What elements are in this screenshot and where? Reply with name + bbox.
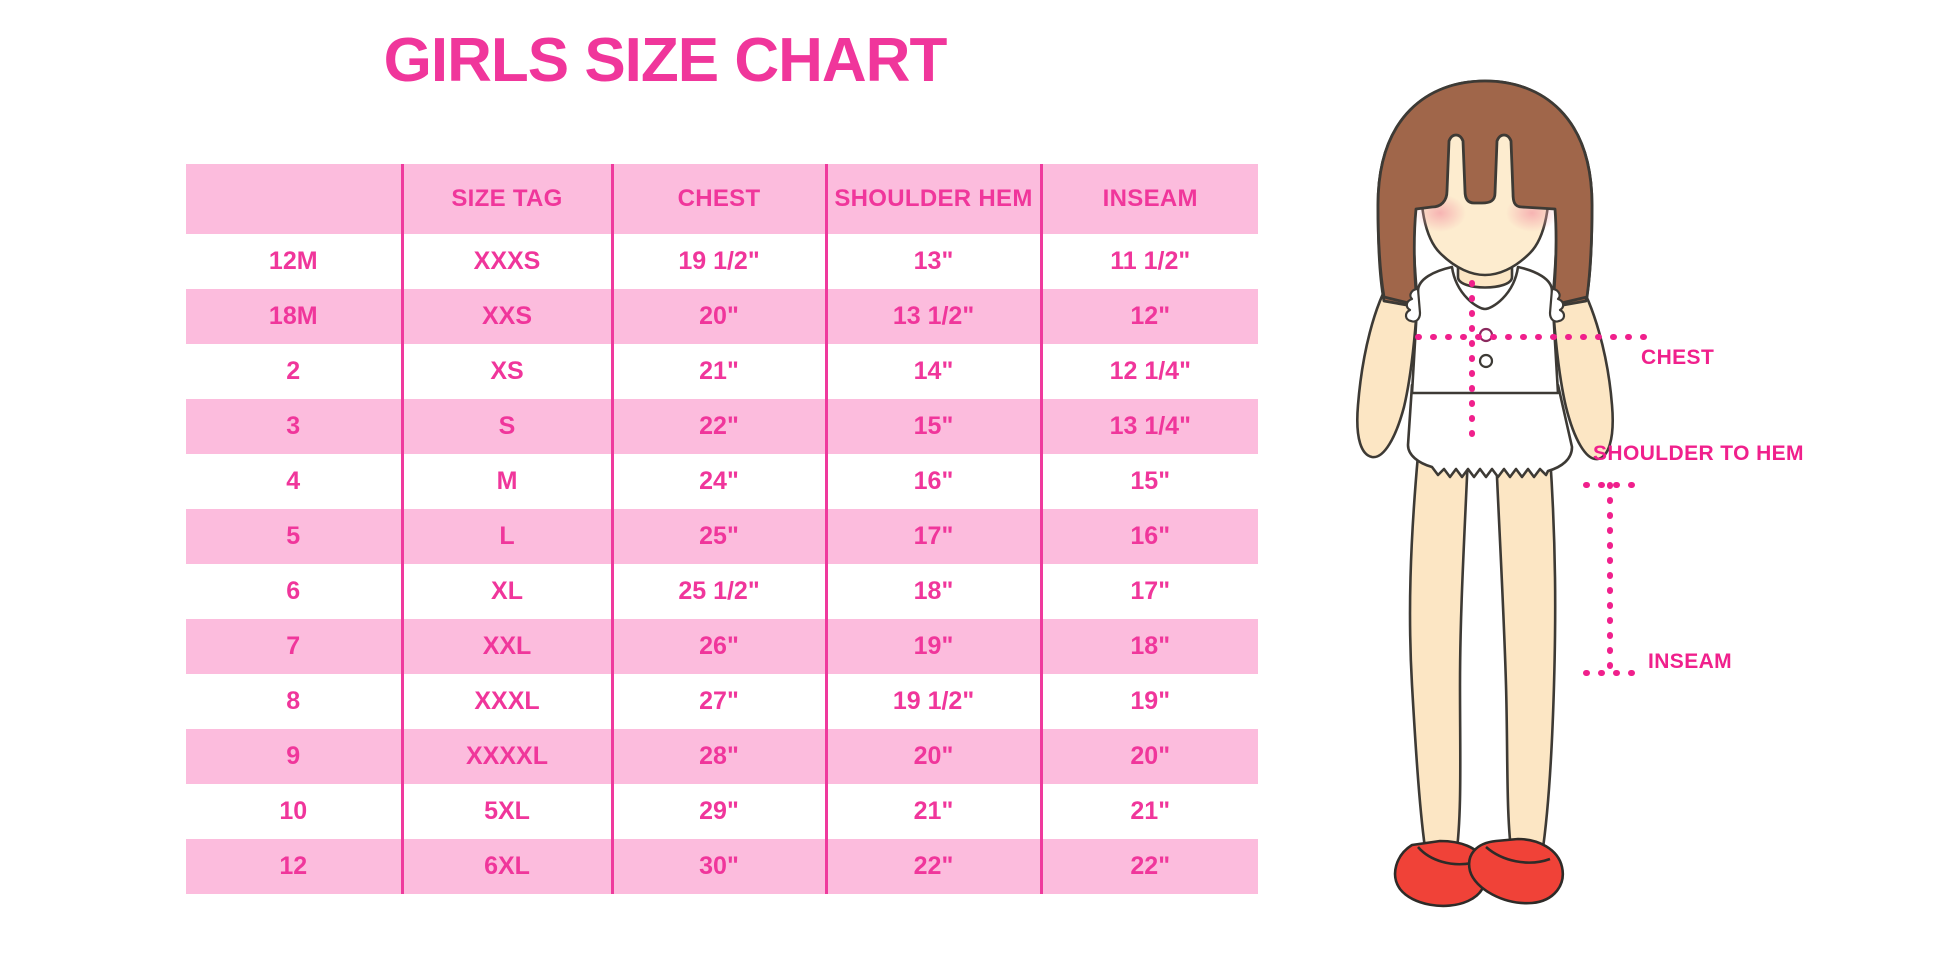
cell-size: 5 <box>186 509 402 564</box>
cell-chest: 19 1/2" <box>610 234 826 289</box>
cell-shoulder-hem: 15" <box>824 399 1041 454</box>
cell-inseam: 11 1/2" <box>1039 234 1258 289</box>
button-lower <box>1478 353 1494 369</box>
cell-shoulder-hem: 22" <box>824 839 1041 894</box>
table-row: 10 5XL 29" 21" 21" <box>186 784 1258 839</box>
cell-chest: 22" <box>610 399 826 454</box>
cell-size-tag: 5XL <box>400 784 612 839</box>
cell-shoulder-hem: 19 1/2" <box>824 674 1041 729</box>
cell-size: 9 <box>186 729 402 784</box>
girl-figure-illustration <box>1356 79 1653 908</box>
table-row: 6 XL 25 1/2" 18" 17" <box>186 564 1258 619</box>
cell-size-tag: L <box>400 509 612 564</box>
cell-inseam: 13 1/4" <box>1039 399 1258 454</box>
cell-chest: 21" <box>610 344 826 399</box>
cell-size-tag: XS <box>400 344 612 399</box>
shoes <box>1393 837 1565 908</box>
cell-inseam: 19" <box>1039 674 1258 729</box>
arms <box>1356 275 1614 461</box>
sleeve-ruffle-left <box>1404 287 1422 323</box>
cell-size-tag: S <box>400 399 612 454</box>
table-header-row: SIZE TAG CHEST SHOULDER HEM INSEAM <box>186 164 1258 234</box>
column-header-size-tag: SIZE TAG <box>400 164 612 234</box>
table-row: 7 XXL 26" 19" 18" <box>186 619 1258 674</box>
cell-chest: 25 1/2" <box>610 564 826 619</box>
cell-shoulder-hem: 21" <box>824 784 1041 839</box>
cell-size: 12 <box>186 839 402 894</box>
cell-chest: 28" <box>610 729 826 784</box>
cell-inseam: 17" <box>1039 564 1258 619</box>
cell-size-tag: XXS <box>400 289 612 344</box>
cell-size-tag: M <box>400 454 612 509</box>
cell-inseam: 15" <box>1039 454 1258 509</box>
cell-inseam: 18" <box>1039 619 1258 674</box>
cell-size: 6 <box>186 564 402 619</box>
cell-chest: 26" <box>610 619 826 674</box>
cell-shoulder-hem: 20" <box>824 729 1041 784</box>
cell-shoulder-hem: 18" <box>824 564 1041 619</box>
cell-shoulder-hem: 16" <box>824 454 1041 509</box>
cell-inseam: 12" <box>1039 289 1258 344</box>
table-row: 12 6XL 30" 22" 22" <box>186 839 1258 894</box>
column-header-shoulder-hem: SHOULDER HEM <box>824 164 1041 234</box>
page-title: GIRLS SIZE CHART <box>383 26 948 95</box>
cell-shoulder-hem: 19" <box>824 619 1041 674</box>
cell-size: 8 <box>186 674 402 729</box>
cell-inseam: 16" <box>1039 509 1258 564</box>
cell-size: 18M <box>186 289 402 344</box>
legs <box>1408 453 1557 873</box>
cell-chest: 25" <box>610 509 826 564</box>
cell-chest: 27" <box>610 674 826 729</box>
column-header-inseam: INSEAM <box>1039 164 1258 234</box>
cell-size: 10 <box>186 784 402 839</box>
cell-chest: 20" <box>610 289 826 344</box>
cell-size-tag: XXL <box>400 619 612 674</box>
cell-size-tag: XL <box>400 564 612 619</box>
column-header-chest: CHEST <box>610 164 826 234</box>
cell-inseam: 20" <box>1039 729 1258 784</box>
label-chest: CHEST <box>1641 346 1715 369</box>
table-row: 8 XXXL 27" 19 1/2" 19" <box>186 674 1258 729</box>
cell-size-tag: XXXS <box>400 234 612 289</box>
cell-inseam: 22" <box>1039 839 1258 894</box>
cell-size-tag: XXXXL <box>400 729 612 784</box>
hair-front-bangs <box>1376 79 1594 307</box>
label-shoulder-to-hem: SHOULDER TO HEM <box>1593 442 1804 465</box>
cell-chest: 24" <box>610 454 826 509</box>
sleeve-ruffle-right <box>1548 287 1566 323</box>
button-upper <box>1478 327 1494 343</box>
cell-size-tag: XXXL <box>400 674 612 729</box>
cell-inseam: 12 1/4" <box>1039 344 1258 399</box>
table-row: 18M XXS 20" 13 1/2" 12" <box>186 289 1258 344</box>
cell-inseam: 21" <box>1039 784 1258 839</box>
table-row: 2 XS 21" 14" 12 1/4" <box>186 344 1258 399</box>
skirt <box>1406 383 1574 479</box>
table-row: 9 XXXXL 28" 20" 20" <box>186 729 1258 784</box>
cell-shoulder-hem: 14" <box>824 344 1041 399</box>
column-header-size <box>186 164 402 234</box>
cell-size: 2 <box>186 344 402 399</box>
table-row: 12M XXXS 19 1/2" 13" 11 1/2" <box>186 234 1258 289</box>
table-row: 3 S 22" 15" 13 1/4" <box>186 399 1258 454</box>
table-row: 5 L 25" 17" 16" <box>186 509 1258 564</box>
table-row: 4 M 24" 16" 15" <box>186 454 1258 509</box>
cell-shoulder-hem: 17" <box>824 509 1041 564</box>
cell-chest: 29" <box>610 784 826 839</box>
cell-size: 7 <box>186 619 402 674</box>
cell-size: 3 <box>186 399 402 454</box>
cell-shoulder-hem: 13" <box>824 234 1041 289</box>
label-inseam: INSEAM <box>1648 650 1733 673</box>
cell-size-tag: 6XL <box>400 839 612 894</box>
cell-chest: 30" <box>610 839 826 894</box>
size-chart-table: SIZE TAG CHEST SHOULDER HEM INSEAM 12M X… <box>186 164 1258 894</box>
cell-shoulder-hem: 13 1/2" <box>824 289 1041 344</box>
cell-size: 12M <box>186 234 402 289</box>
cell-size: 4 <box>186 454 402 509</box>
